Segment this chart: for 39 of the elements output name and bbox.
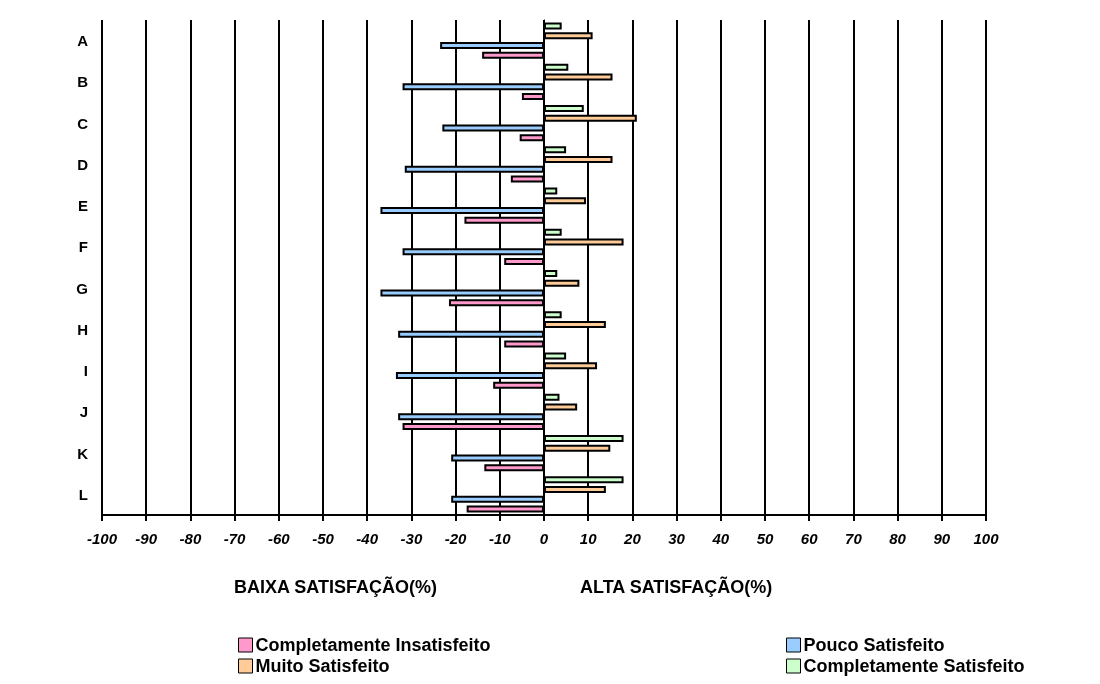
y-tick-label: J bbox=[79, 403, 88, 421]
x-tick-label: 100 bbox=[973, 530, 1000, 547]
x-tick-label: 40 bbox=[711, 530, 730, 547]
x-tick-label: 60 bbox=[800, 530, 819, 547]
x-tick-label: 20 bbox=[623, 530, 642, 547]
x-tick-label: 30 bbox=[668, 530, 686, 547]
y-tick-label: H bbox=[77, 320, 88, 338]
legend-label: Muito Satisfeito bbox=[255, 656, 390, 676]
x-tick-label: 90 bbox=[933, 530, 951, 547]
x-axis-title: BAIXA SATISFAÇÃO(%) bbox=[234, 576, 438, 597]
x-tick-label: -30 bbox=[400, 530, 423, 547]
y-tick-label: L bbox=[78, 485, 88, 503]
x-tick-label: -10 bbox=[488, 530, 512, 547]
legend-label: Pouco Satisfeito bbox=[803, 635, 945, 655]
x-tick-label: 0 bbox=[539, 530, 549, 547]
y-tick-label: C bbox=[77, 114, 89, 132]
y-tick-label: G bbox=[76, 279, 88, 297]
x-tick-label: -100 bbox=[86, 530, 118, 547]
x-tick-label: -20 bbox=[444, 530, 468, 547]
x-tick-label: 70 bbox=[845, 530, 863, 547]
y-tick-label: E bbox=[77, 197, 88, 215]
y-tick-label: D bbox=[77, 155, 89, 173]
y-tick-label: A bbox=[77, 32, 89, 50]
y-tick-label: F bbox=[78, 238, 88, 256]
x-tick-label: -50 bbox=[312, 530, 335, 547]
x-tick-label: 50 bbox=[756, 530, 774, 547]
y-tick-label: I bbox=[83, 362, 88, 380]
text: ALTA SATISFAÇÃO(%) bbox=[580, 576, 773, 597]
legend-label: Completamente Insatisfeito bbox=[255, 635, 491, 655]
legend-label: Completamente Satisfeito bbox=[803, 656, 1025, 676]
x-tick-label: -40 bbox=[356, 530, 379, 547]
x-tick-label: 80 bbox=[889, 530, 907, 547]
y-tick-label: K bbox=[77, 444, 89, 462]
x-tick-label: 10 bbox=[579, 530, 598, 547]
x-tick-label: -90 bbox=[135, 530, 158, 547]
y-tick-label: B bbox=[77, 73, 89, 91]
x-tick-label: -70 bbox=[223, 530, 247, 547]
x-tick-label: -80 bbox=[179, 530, 202, 547]
x-tick-label: -60 bbox=[267, 530, 291, 547]
